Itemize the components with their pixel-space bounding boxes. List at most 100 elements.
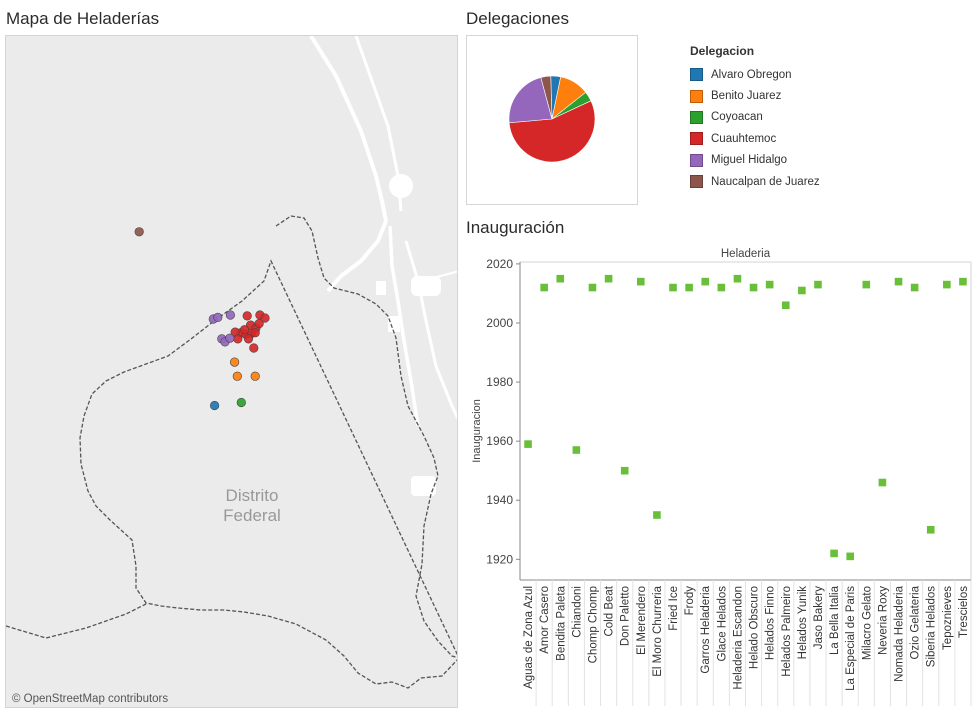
y-tick-label: 1920	[486, 552, 513, 566]
district-boundary	[6, 215, 457, 689]
legend-label: Cuauhtemoc	[711, 132, 777, 145]
data-point[interactable]	[653, 511, 661, 519]
map-point[interactable]	[239, 325, 250, 335]
data-point[interactable]	[572, 446, 581, 454]
x-tick-label: Helados Palmeiro	[781, 586, 793, 677]
data-point[interactable]	[669, 283, 677, 292]
map-point[interactable]	[232, 371, 242, 381]
data-point[interactable]	[717, 283, 726, 292]
x-tick-label: Amor Casero	[539, 586, 551, 654]
pie-slice-miguel-hidalgo[interactable]	[508, 77, 553, 124]
x-tick-label: Helado Obscuro	[749, 586, 761, 669]
data-point[interactable]	[862, 280, 871, 289]
legend-title: Delegacion	[690, 44, 755, 58]
data-point[interactable]	[814, 280, 822, 289]
map-point[interactable]	[249, 343, 259, 353]
data-point[interactable]	[943, 280, 951, 289]
legend-item[interactable]: Benito Juarez	[690, 85, 820, 106]
pie-slice-cuauhtemoc[interactable]	[508, 100, 596, 163]
legend-label: Naucalpan de Juarez	[711, 175, 820, 188]
legend-item[interactable]: Cuauhtemoc	[690, 128, 820, 149]
map-point[interactable]	[250, 371, 260, 381]
map-roads	[309, 36, 457, 496]
map-panel[interactable]: Distrito Federal © OpenStreetMap contrib…	[5, 35, 458, 708]
column-header: Heladeria	[721, 248, 771, 260]
map-point[interactable]	[242, 311, 252, 321]
map-credit: © OpenStreetMap contributors	[12, 693, 169, 705]
area-label-line2: Federal	[223, 506, 281, 525]
map-point[interactable]	[236, 397, 246, 408]
map-point[interactable]	[134, 227, 144, 237]
pie-title: Delegaciones	[466, 9, 570, 28]
data-point[interactable]	[878, 478, 887, 487]
data-point[interactable]	[830, 549, 838, 558]
data-point[interactable]	[798, 286, 806, 295]
data-point[interactable]	[637, 277, 645, 286]
legend-item[interactable]: Coyoacan	[690, 107, 820, 128]
y-tick-label: 2020	[486, 257, 513, 271]
map-point[interactable]	[225, 310, 235, 320]
legend-swatch	[690, 68, 703, 82]
x-tick-label: Don Paletto	[620, 586, 632, 646]
inauguracion-title: Inauguración	[466, 218, 565, 237]
x-tick-label: El Moro Churreria	[652, 585, 664, 676]
map-point[interactable]	[254, 319, 264, 329]
data-point[interactable]	[733, 274, 742, 283]
map-point[interactable]	[210, 400, 220, 411]
x-tick-label: Nomada Heladeria	[894, 585, 906, 681]
legend-swatch	[690, 132, 703, 146]
data-point[interactable]	[765, 280, 774, 289]
map-points[interactable]	[134, 227, 270, 411]
data-point[interactable]	[926, 525, 935, 534]
inauguracion-chart[interactable]: Heladeria 1920 1940 1960 1980 2000 2020 Inaugur…	[462, 240, 976, 708]
map-point[interactable]	[225, 333, 235, 343]
map-point[interactable]	[230, 357, 240, 367]
legend-item[interactable]: Miguel Hidalgo	[690, 150, 820, 171]
x-tick-label: Heladeria Escandon	[732, 586, 744, 690]
legend-label: Miguel Hidalgo	[711, 154, 788, 167]
data-point[interactable]	[540, 283, 548, 292]
data-point[interactable]	[846, 552, 854, 561]
map-point[interactable]	[233, 334, 243, 344]
map-point[interactable]	[243, 334, 254, 344]
data-point[interactable]	[749, 283, 758, 292]
data-point[interactable]	[556, 274, 565, 283]
data-point[interactable]	[620, 466, 629, 475]
y-tick-label: 1960	[486, 434, 513, 448]
data-point[interactable]	[685, 283, 693, 292]
data-point[interactable]	[894, 277, 903, 286]
map-canvas[interactable]: Distrito Federal	[6, 36, 458, 708]
legend-item[interactable]: Naucalpan de Juarez	[690, 171, 820, 192]
pie-chart-container	[466, 35, 638, 205]
map-point[interactable]	[260, 313, 270, 323]
pie-chart[interactable]	[467, 36, 637, 204]
data-point[interactable]	[781, 301, 790, 310]
legend-item[interactable]: Alvaro Obregon	[690, 64, 820, 85]
legend-swatch	[690, 175, 703, 189]
x-tick-label: El Merendero	[636, 586, 648, 655]
x-tick-label: La Especial de Paris	[845, 586, 857, 691]
data-point[interactable]	[701, 277, 710, 286]
legend-label: Benito Juarez	[711, 90, 782, 103]
legend-swatch	[690, 153, 703, 167]
x-tick-label: Aguas de Zona Azul	[523, 586, 535, 689]
x-tick-label: Neveria Roxy	[877, 586, 889, 655]
x-tick-label: Helados Yunik	[797, 586, 809, 660]
x-tick-label: Frody	[684, 586, 696, 616]
data-point[interactable]	[604, 274, 613, 283]
data-point[interactable]	[959, 277, 967, 286]
x-tick-label: Bendita Paleta	[555, 585, 567, 660]
x-tick-label: Ozio Gelateria	[910, 585, 922, 659]
map-point[interactable]	[213, 312, 223, 323]
data-point[interactable]	[588, 283, 597, 292]
map-point[interactable]	[250, 328, 260, 338]
legend-swatch	[690, 110, 703, 124]
data-point[interactable]	[910, 283, 919, 292]
x-tick-label: La Bella Italia	[829, 585, 841, 655]
legend-swatch	[690, 89, 703, 103]
pie-slice-naucalpan-de-juarez[interactable]	[540, 75, 553, 120]
y-tick-label: 1940	[486, 493, 513, 507]
x-tick-label: Tepoznieves	[942, 586, 954, 650]
data-point[interactable]	[524, 440, 532, 448]
legend-label: Coyoacan	[711, 111, 763, 124]
